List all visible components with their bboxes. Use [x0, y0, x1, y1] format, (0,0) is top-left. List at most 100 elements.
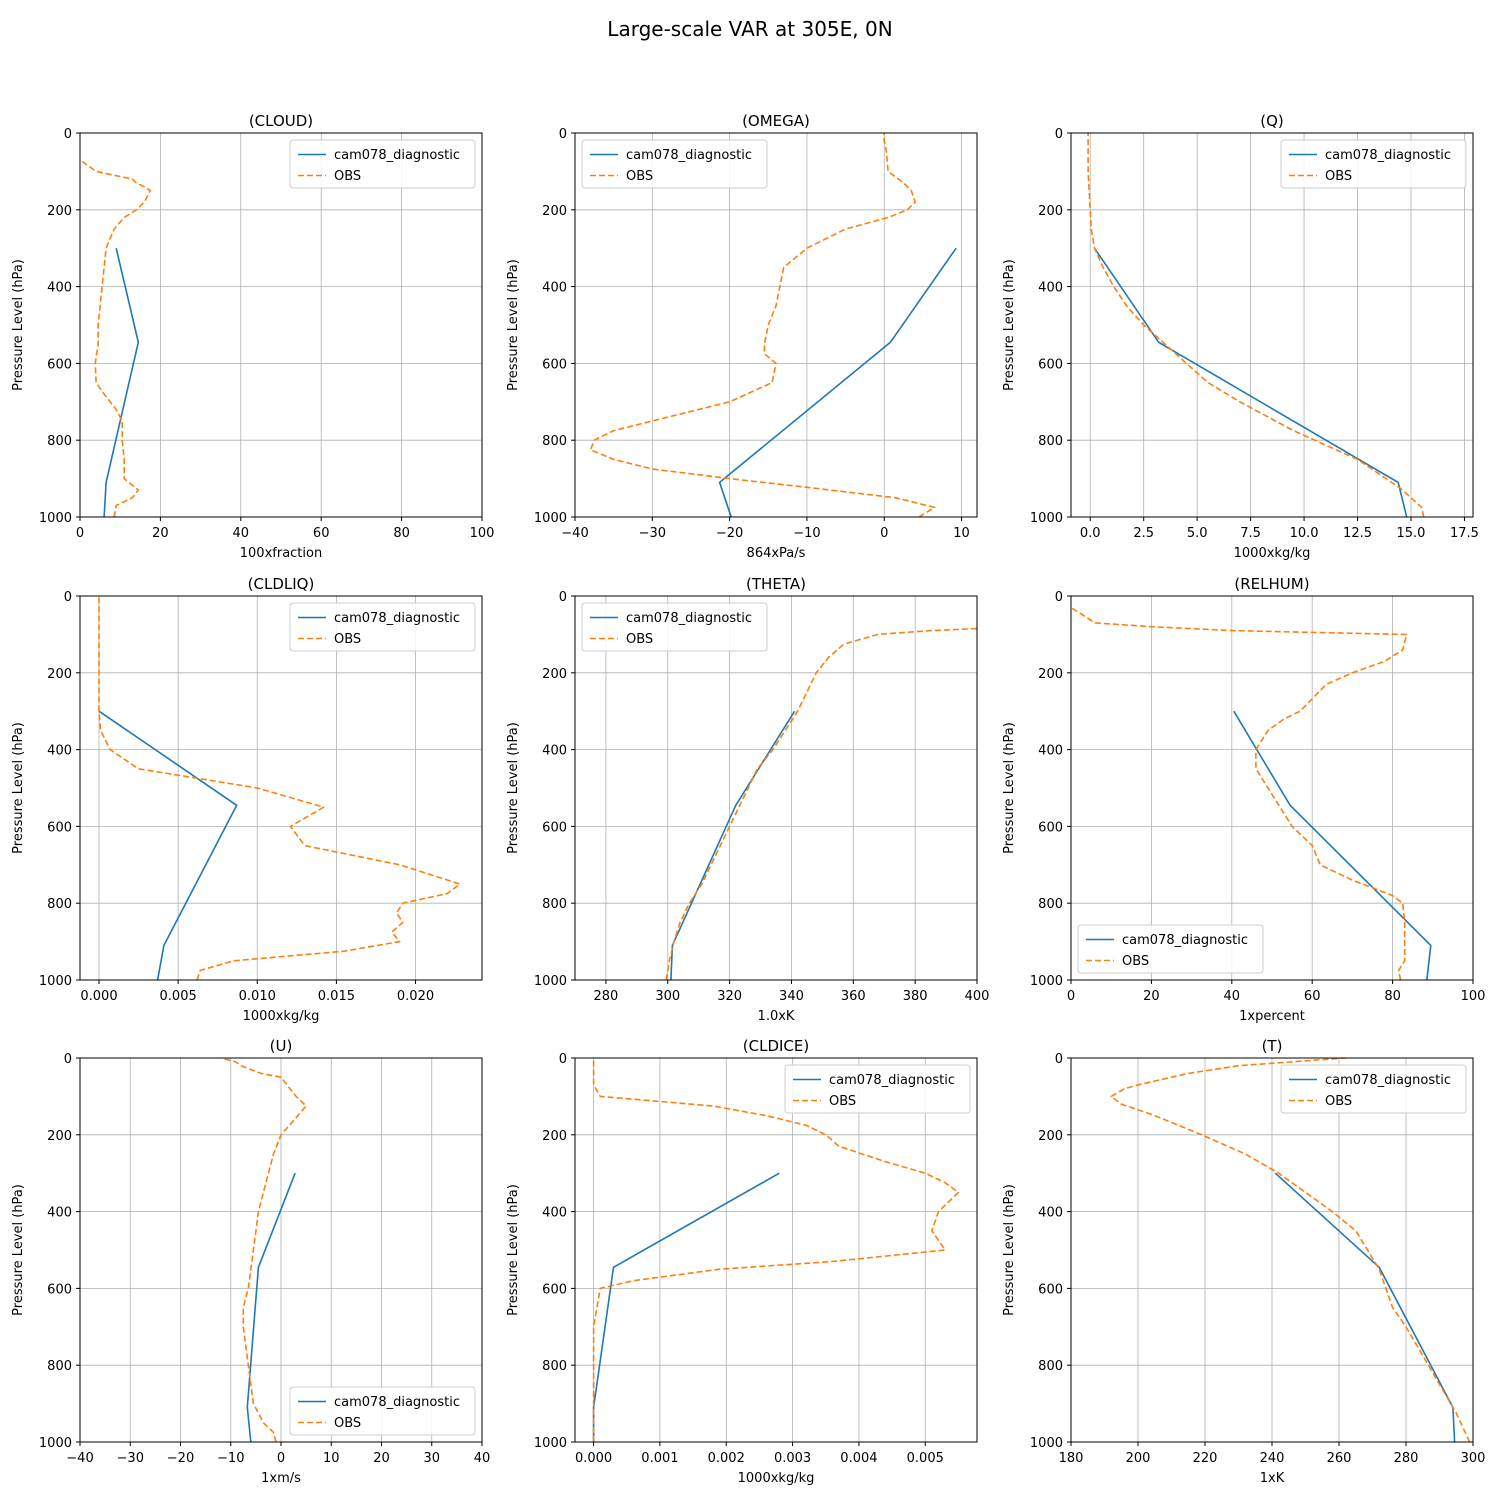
legend-label: OBS [1325, 169, 1352, 184]
x-tick-label: 40 [474, 1451, 491, 1466]
axes-frame [574, 1057, 978, 1443]
x-tick-label: 280 [594, 989, 619, 1004]
chart-title: (U) [270, 1037, 293, 1055]
chart-panel-5: 280 300 320 340 360 380 400 0 200 400 600 800 1000 (T… [506, 575, 989, 1024]
x-tick-label: 20 [152, 526, 169, 541]
y-tick-label: 200 [47, 667, 72, 682]
x-axis-label: 100xfraction [240, 546, 322, 561]
legend: cam078_diagnostic OBS [1077, 924, 1264, 974]
x-tick-label: 180 [1059, 1451, 1084, 1466]
y-tick-label: 600 [1038, 1282, 1063, 1297]
x-tick-label: 0.001 [641, 1451, 678, 1466]
chart-panel-2: −40 −30 −20 −10 0 1002004006008001000(OMEGA)8… [506, 112, 978, 561]
y-tick-label: 800 [1038, 1359, 1063, 1374]
axes-frame [79, 132, 483, 518]
x-tick-label: 0 [277, 1451, 285, 1466]
y-axis-label: Pressure Level (hPa) [11, 1184, 26, 1316]
chart-title: (CLOUD) [249, 112, 313, 130]
model-series-line [592, 1172, 780, 1442]
axes-frame [1070, 132, 1474, 518]
x-tick-label: 10 [323, 1451, 340, 1466]
chart-title: (CLDLIQ) [248, 575, 315, 593]
legend-label: OBS [1325, 1094, 1352, 1109]
y-tick-label: 400 [1038, 1206, 1063, 1221]
x-tick-label: 20 [373, 1451, 390, 1466]
axes-frame [574, 595, 978, 981]
obs-series-line [1071, 606, 1408, 980]
y-tick-label: 0 [559, 590, 567, 605]
x-tick-label: 0.000 [80, 989, 117, 1004]
x-tick-label: 280 [1394, 1451, 1419, 1466]
y-tick-label: 400 [542, 281, 567, 296]
legend-label: OBS [334, 632, 361, 647]
legend: cam078_diagnostic OBS [784, 1064, 971, 1114]
y-axis-label: Pressure Level (hPa) [1002, 1184, 1017, 1316]
panels: 0 20 40 60 80 10002004006008001000(CLOUD)100x… [11, 112, 1485, 1486]
y-tick-label: 600 [47, 820, 72, 835]
chart-panel-8: 0.000 0.001 0.002 0.003 0.004 0.005 0 200 400 600… [506, 1037, 978, 1486]
legend: cam078_diagnostic OBS [581, 602, 768, 652]
x-tick-label: 7.5 [1240, 526, 1261, 541]
chart-title: (Q) [1260, 112, 1284, 130]
model-series-line [103, 248, 140, 517]
y-tick-label: 1000 [534, 511, 567, 526]
x-axis-label: 1xpercent [1239, 1009, 1305, 1024]
x-tick-label: 15.0 [1397, 526, 1426, 541]
x-tick-label: −40 [561, 526, 588, 541]
legend-label: cam078_diagnostic [334, 148, 460, 163]
x-tick-label: 200 [1126, 1451, 1151, 1466]
x-tick-label: 30 [423, 1451, 440, 1466]
y-tick-label: 1000 [534, 974, 567, 989]
legend-label: OBS [829, 1094, 856, 1109]
x-tick-label: 360 [841, 989, 866, 1004]
x-tick-label: 10.0 [1290, 526, 1319, 541]
legend-label: OBS [334, 169, 361, 184]
model-series-line [1093, 247, 1408, 517]
x-tick-label: 0.004 [840, 1451, 877, 1466]
x-tick-label: 240 [1260, 1451, 1285, 1466]
x-tick-label: 12.5 [1343, 526, 1372, 541]
model-series-line [718, 247, 957, 517]
x-axis-label: 1xm/s [261, 1471, 301, 1486]
y-tick-label: 400 [542, 1206, 567, 1221]
x-axis-label: 1000xkg/kg [1234, 546, 1311, 561]
model-series-line [246, 1172, 296, 1442]
y-tick-label: 0 [1055, 1052, 1063, 1067]
x-tick-label: 20 [1143, 989, 1160, 1004]
y-tick-label: 800 [542, 1359, 567, 1374]
x-tick-label: 100 [470, 526, 495, 541]
x-tick-label: −20 [716, 526, 743, 541]
x-tick-label: 0.003 [774, 1451, 811, 1466]
chart-panel-9: 180 200 220 240 260 280 300 0 200 400 600 800 1000 (T… [1002, 1037, 1485, 1486]
y-tick-label: 200 [1038, 204, 1063, 219]
y-tick-label: 0 [64, 590, 72, 605]
x-tick-label: −10 [793, 526, 820, 541]
y-tick-label: 200 [1038, 1129, 1063, 1144]
y-tick-label: 1000 [39, 511, 72, 526]
obs-series-line [592, 1058, 960, 1442]
legend-box [1280, 1064, 1467, 1114]
y-tick-label: 1000 [534, 1436, 567, 1451]
obs-series-line [1110, 1058, 1471, 1442]
y-axis-label: Pressure Level (hPa) [506, 259, 521, 391]
y-tick-label: 400 [542, 744, 567, 759]
y-tick-label: 0 [64, 1052, 72, 1067]
x-tick-label: 380 [903, 989, 928, 1004]
legend-label: cam078_diagnostic [626, 611, 752, 626]
legend-box [1280, 139, 1467, 189]
y-axis-label: Pressure Level (hPa) [11, 259, 26, 391]
x-tick-label: 40 [233, 526, 250, 541]
y-tick-label: 200 [47, 204, 72, 219]
axes-frame [1070, 595, 1474, 981]
x-tick-label: 0.020 [397, 989, 434, 1004]
x-tick-label: 5.0 [1187, 526, 1208, 541]
x-tick-label: 0.005 [907, 1451, 944, 1466]
legend-box [1077, 924, 1264, 974]
y-axis-label: Pressure Level (hPa) [1002, 722, 1017, 854]
y-tick-label: 400 [1038, 744, 1063, 759]
legend-box [289, 139, 476, 189]
model-series-line [1274, 1172, 1456, 1442]
x-tick-label: 0.015 [318, 989, 355, 1004]
legend-label: cam078_diagnostic [334, 1395, 460, 1410]
legend: cam078_diagnostic OBS [289, 1386, 476, 1436]
